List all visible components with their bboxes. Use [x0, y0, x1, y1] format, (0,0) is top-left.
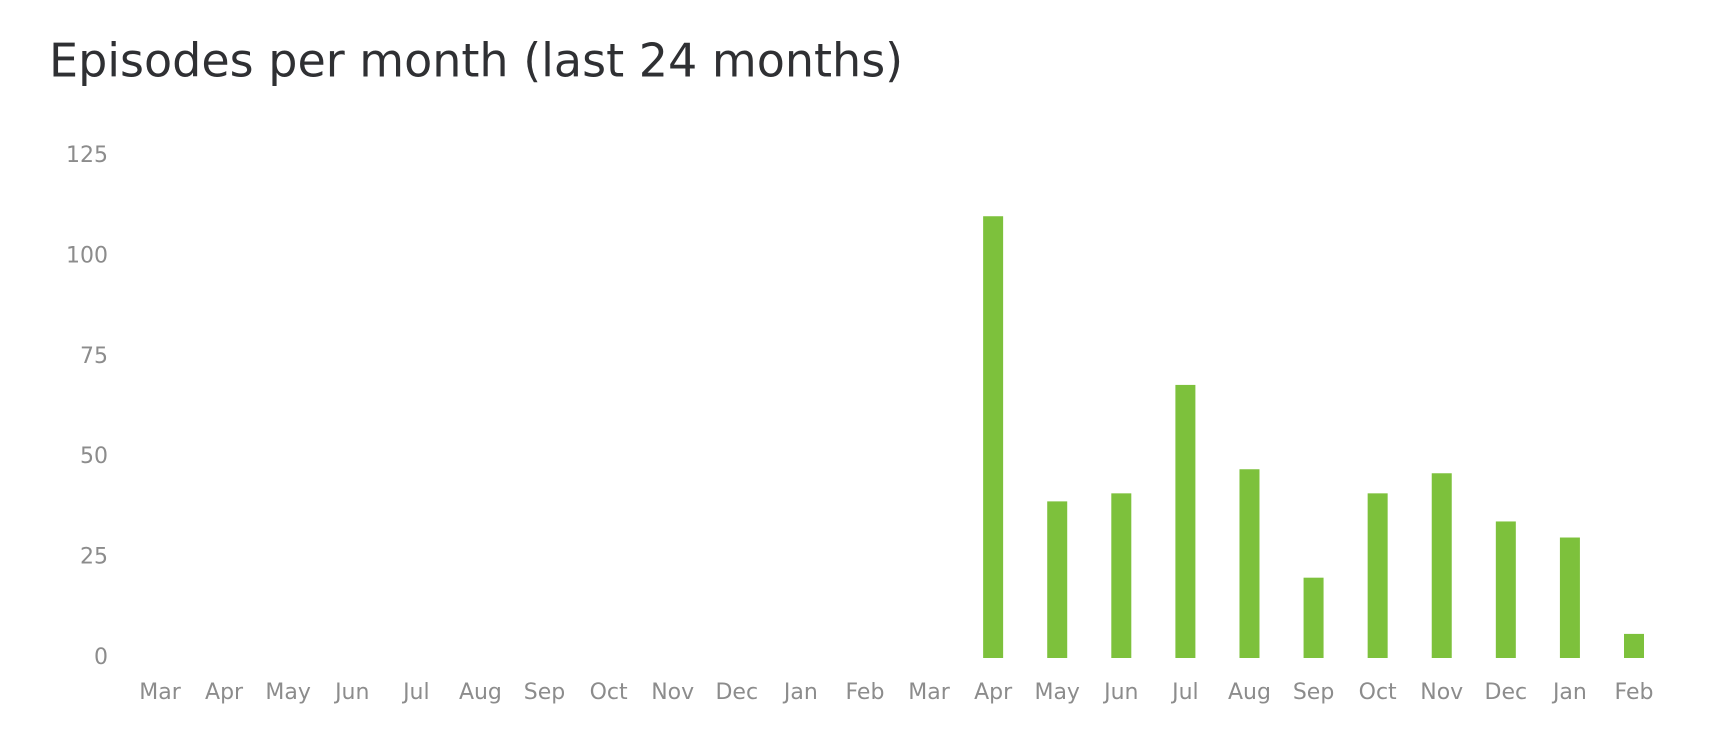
- x-tick-label: Jun: [1102, 680, 1138, 705]
- bar: [1239, 469, 1260, 658]
- bar: [983, 216, 1004, 659]
- x-tick-label: Dec: [1485, 680, 1528, 705]
- x-tick-label: May: [1034, 680, 1079, 705]
- x-tick-label: Dec: [715, 680, 758, 705]
- x-tick-label: Mar: [139, 680, 181, 705]
- y-tick-label: 75: [80, 344, 108, 369]
- x-tick-label: Oct: [1359, 680, 1397, 705]
- bar: [1495, 521, 1516, 658]
- chart-title: Episodes per month (last 24 months): [49, 34, 903, 88]
- x-tick-label: Jun: [333, 680, 369, 705]
- x-tick-label: Aug: [1228, 680, 1271, 705]
- x-tick-label: Apr: [974, 680, 1013, 705]
- bar: [1367, 493, 1388, 658]
- x-tick-label: Aug: [459, 680, 502, 705]
- bar: [1111, 493, 1132, 658]
- y-tick-label: 0: [94, 645, 108, 670]
- x-tick-label: Mar: [908, 680, 950, 705]
- x-tick-label: Feb: [845, 680, 884, 705]
- x-tick-label: Jan: [1551, 680, 1587, 705]
- x-tick-label: Sep: [524, 680, 565, 705]
- bar: [1175, 384, 1196, 658]
- x-tick-label: Nov: [651, 680, 694, 705]
- x-tick-label: Feb: [1615, 680, 1654, 705]
- y-tick-label: 50: [80, 444, 108, 469]
- y-tick-label: 25: [80, 545, 108, 570]
- x-tick-label: Oct: [590, 680, 628, 705]
- bar: [1303, 577, 1324, 658]
- y-tick-label: 125: [66, 143, 108, 168]
- x-tick-label: Apr: [205, 680, 244, 705]
- x-tick-label: Jul: [1170, 680, 1199, 705]
- bar: [1559, 537, 1580, 658]
- x-tick-label: May: [265, 680, 310, 705]
- x-tick-label: Jul: [401, 680, 430, 705]
- bar: [1431, 473, 1452, 658]
- bar: [1624, 633, 1644, 658]
- bar: [1047, 501, 1068, 658]
- x-tick-label: Nov: [1420, 680, 1463, 705]
- x-tick-label: Jan: [782, 680, 818, 705]
- y-tick-label: 100: [66, 243, 108, 268]
- x-tick-label: Sep: [1293, 680, 1334, 705]
